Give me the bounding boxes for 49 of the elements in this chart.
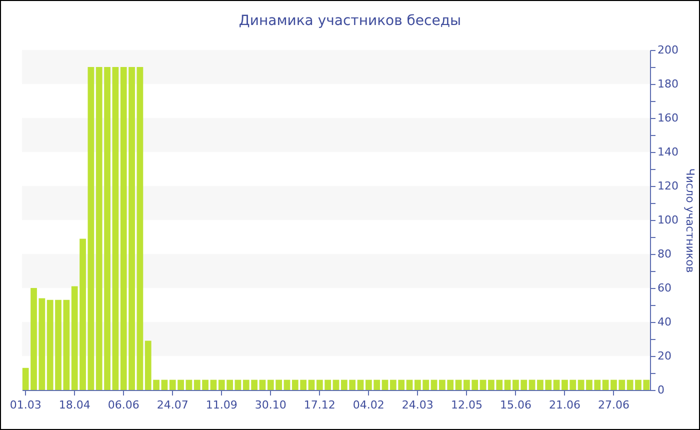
bar (88, 67, 94, 390)
x-tick-label: 21.06 (548, 398, 580, 412)
x-tick-label: 27.06 (598, 398, 630, 412)
bar (308, 380, 315, 390)
x-tick-label: 24.03 (402, 398, 434, 412)
bar (161, 380, 168, 390)
bar (284, 380, 290, 390)
bar (357, 380, 364, 390)
x-tick-label: 17.12 (304, 398, 336, 412)
bar (136, 67, 144, 390)
x-tick-label: 12.05 (450, 398, 482, 412)
x-tick-label: 04.02 (352, 398, 384, 412)
y-tick-label: 160 (658, 112, 678, 124)
y-tick-label: 80 (658, 248, 672, 260)
y-tick-label: 180 (658, 78, 678, 90)
x-tick-label: 11.09 (206, 398, 238, 412)
y-tick-label: 140 (658, 146, 678, 158)
bar (63, 300, 70, 390)
bar (332, 380, 340, 390)
bar (504, 380, 511, 390)
bar (455, 380, 462, 390)
y-tick-label: 100 (658, 214, 678, 226)
y-tick-label: 60 (658, 282, 672, 294)
bar (528, 380, 536, 390)
chart-title: Динамика участников беседы (238, 13, 462, 29)
bar (406, 380, 413, 390)
y-tick-label: 20 (658, 350, 672, 362)
y-axis-title: Число участников (683, 168, 696, 273)
bar (602, 380, 609, 390)
bar (578, 380, 584, 390)
x-tick-label: 01.03 (10, 398, 42, 412)
y-tick-label: 200 (658, 44, 678, 56)
bar (210, 380, 217, 390)
bar (382, 380, 388, 390)
bar (430, 380, 438, 390)
bar (480, 380, 486, 390)
x-tick-label: 18.04 (58, 398, 90, 412)
y-tick-label: 40 (658, 316, 672, 328)
y-tick-label: 0 (658, 384, 664, 396)
bar (553, 380, 560, 390)
x-tick-label: 30.10 (254, 398, 286, 412)
bar (186, 380, 192, 390)
x-tick-label: 24.07 (156, 398, 188, 412)
bar (259, 380, 266, 390)
bar (234, 380, 242, 390)
x-tick-label: 06.06 (108, 398, 140, 412)
y-tick-label: 120 (658, 180, 678, 192)
bar (112, 67, 119, 390)
x-tick-label: 15.06 (500, 398, 532, 412)
